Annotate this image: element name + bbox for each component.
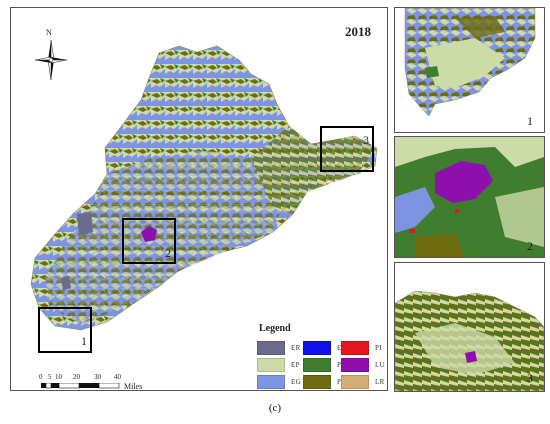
scale-tick: 40 (114, 373, 121, 381)
map-year: 2018 (345, 24, 371, 39)
study-box-2 (122, 218, 176, 264)
legend-swatch (303, 341, 331, 355)
urban-area (435, 161, 493, 203)
study-area-east (251, 126, 377, 214)
study-box-1-number: 1 (81, 334, 87, 348)
industrial-patch (455, 209, 459, 213)
legend-swatch (303, 358, 331, 372)
urban-cluster (141, 226, 157, 242)
scale-unit: Miles (124, 382, 143, 391)
legend-label: PI (375, 344, 382, 352)
legend-label: EP (291, 361, 300, 369)
dark-patch (61, 276, 71, 290)
inset-1-number: 1 (527, 114, 533, 128)
legend-item-lr: LR (341, 375, 385, 389)
study-box-3 (320, 126, 374, 172)
study-box-3-number: 3 (363, 133, 369, 147)
legend-swatch (341, 358, 369, 372)
compass-n-label: N (46, 28, 52, 37)
inset-2-map (395, 137, 544, 257)
legend-swatch (257, 358, 285, 372)
legend-item-lu: LU (341, 358, 385, 372)
scale-tick: 0 (39, 373, 43, 381)
scale-tick: 5 (48, 373, 52, 381)
legend-swatch (257, 375, 285, 389)
legend-swatch (341, 375, 369, 389)
legend-item-pp: PP (303, 358, 345, 372)
legend-item-er: ER (257, 341, 301, 355)
industrial-patch (409, 229, 415, 233)
legend-swatch (257, 341, 285, 355)
study-box-2-number: 2 (165, 246, 171, 260)
study-area-mid (45, 150, 293, 324)
main-map-frame: 1 2 3 2018 N Legend ER EP EG EA PP (10, 7, 388, 391)
inset-map-2: 2 (394, 136, 545, 258)
inset-3-map (395, 290, 544, 391)
inset-map-1: 1 (394, 7, 545, 133)
land-use-map (30, 45, 378, 353)
scale-tick: 20 (73, 373, 80, 381)
legend-swatch (303, 375, 331, 389)
scale-bar-graphic (41, 383, 120, 389)
inset-map-3: 3 (394, 262, 545, 392)
legend-title: Legend (259, 323, 291, 334)
inset-2-number: 2 (527, 239, 533, 253)
scale-tick: 10 (55, 373, 62, 381)
legend-label: EG (291, 378, 301, 386)
scale-tick: 30 (94, 373, 101, 381)
legend-item-pi: PI (341, 341, 382, 355)
north-arrow: N (31, 28, 71, 82)
legend-swatch (341, 341, 369, 355)
dark-patch (77, 212, 93, 236)
inset-1-map (404, 8, 536, 117)
study-box-1 (38, 307, 92, 353)
legend-label: ER (291, 344, 301, 352)
legend-label: LR (375, 378, 385, 386)
inset-3-number: 3 (527, 371, 533, 385)
legend-item-ep: EP (257, 358, 300, 372)
legend-label: LU (375, 361, 385, 369)
legend-item-eg: EG (257, 375, 301, 389)
compass-rose-icon (34, 39, 68, 81)
scale-bar: 0 5 10 20 30 40 Miles (39, 373, 181, 395)
figure-caption: (c) (268, 402, 282, 414)
